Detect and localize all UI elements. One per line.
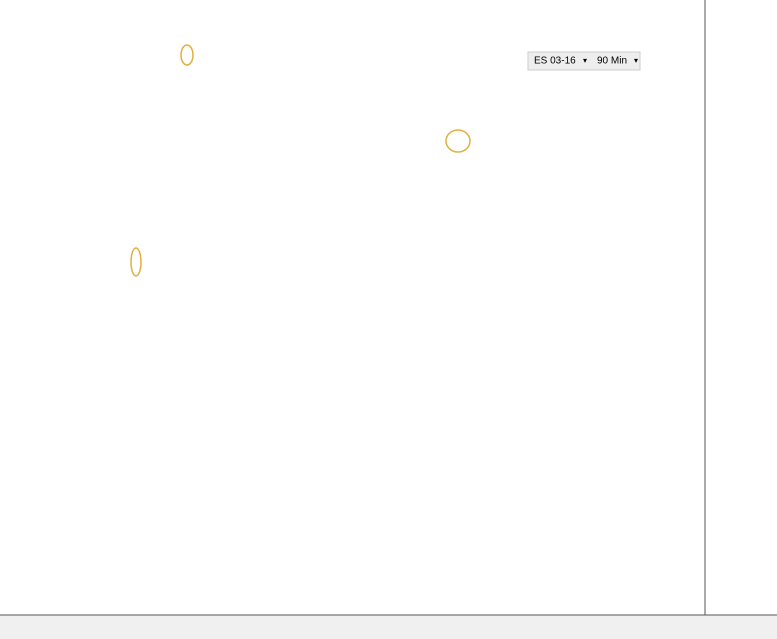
dropdown-arrow: ▾: [634, 56, 638, 65]
highlight: [445, 129, 471, 153]
y-axis-panel: [705, 0, 777, 615]
highlight: [130, 247, 142, 277]
interval[interactable]: 90 Min: [597, 56, 627, 67]
selector-box: [527, 51, 641, 71]
instrument[interactable]: ES 03-16: [534, 56, 576, 67]
instrument-selector[interactable]: ES 03-16 ▾ 90 Min ▾: [527, 51, 641, 71]
highlight: [180, 44, 194, 66]
annotations: [130, 44, 471, 277]
dropdown-arrow: ▾: [583, 56, 587, 65]
x-axis-panel: [0, 615, 777, 639]
